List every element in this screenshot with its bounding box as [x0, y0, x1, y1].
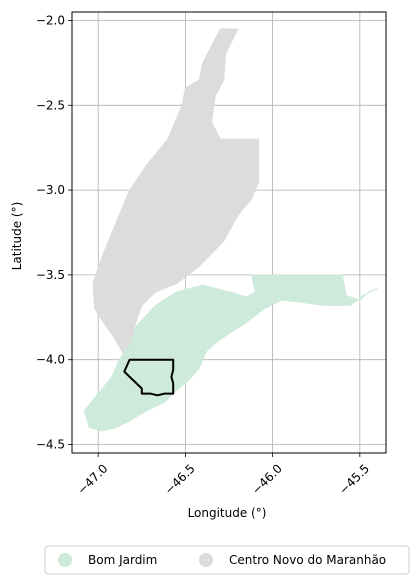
- y-ticks: −2.0 −2.5 −3.0 −3.5 −4.0 −4.5: [36, 13, 72, 452]
- legend-label-centro-novo: Centro Novo do Maranhão: [229, 553, 386, 567]
- y-tick-label-0: −2.0: [36, 13, 65, 27]
- y-tick-label-2: −3.0: [36, 183, 65, 197]
- y-tick-label-4: −4.0: [36, 353, 65, 367]
- legend-box: [44, 545, 410, 575]
- x-tick-label-0: −47.0: [75, 461, 111, 497]
- legend-marker-bom-jardim: [58, 553, 72, 567]
- y-tick-label-1: −2.5: [36, 98, 65, 112]
- x-tick-label-1: −46.5: [162, 461, 198, 497]
- region-bom-jardim: [83, 274, 378, 432]
- legend: Bom Jardim Centro Novo do Maranhão: [44, 545, 410, 575]
- y-axis-label: Latitude (°): [10, 202, 24, 271]
- gridlines: [72, 12, 386, 453]
- axes-frame: [71, 11, 387, 454]
- y-tick-label-5: −4.5: [36, 438, 65, 452]
- x-axis-label: Longitude (°): [188, 506, 267, 520]
- x-tick-label-2: −46.0: [249, 461, 285, 497]
- legend-marker-centro-novo: [199, 553, 213, 567]
- regions-layer: [83, 28, 378, 432]
- x-tick-label-3: −45.5: [336, 461, 372, 497]
- selected-area-outline: [123, 358, 175, 397]
- x-ticks: −47.0 −46.5 −46.0 −45.5: [75, 453, 372, 497]
- outline-shape: [123, 358, 175, 397]
- y-tick-label-3: −3.5: [36, 268, 65, 282]
- legend-label-bom-jardim: Bom Jardim: [88, 553, 157, 567]
